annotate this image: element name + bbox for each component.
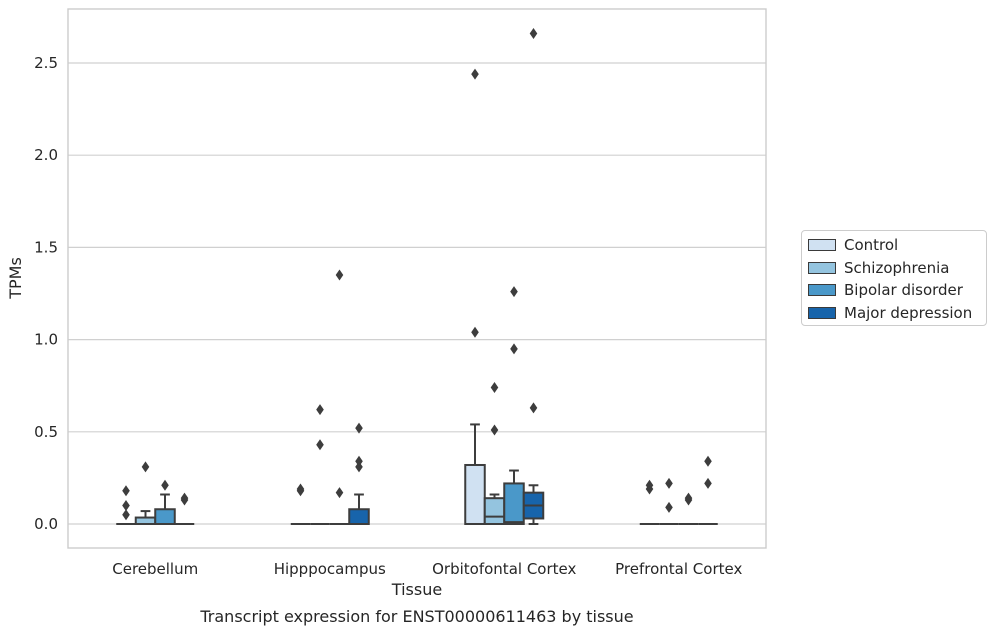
y-tick-label: 2.5 <box>34 54 58 72</box>
outlier-point <box>529 402 538 414</box>
box-schizophrenia <box>483 382 506 525</box>
legend-swatch <box>808 239 836 252</box>
box-control <box>116 485 136 525</box>
outlier-point <box>141 461 150 473</box>
y-tick-label: 1.5 <box>34 238 58 256</box>
legend-swatch <box>808 284 836 297</box>
legend-item: Control <box>808 234 986 257</box>
legend-swatch <box>808 306 836 319</box>
box-bipolar-disorder <box>678 492 699 525</box>
outlier-point <box>161 479 169 491</box>
outlier-point <box>180 492 189 504</box>
legend-item: Schizophrenia <box>808 257 986 280</box>
outlier-point <box>684 492 693 504</box>
outlier-point <box>335 487 344 499</box>
y-tick-labels: 0.0 0.5 1.0 1.5 2.0 2.5 <box>34 54 58 533</box>
outlier-point <box>316 439 324 451</box>
box-schizophrenia <box>659 477 679 525</box>
box-control <box>639 479 660 525</box>
box-major-depression <box>522 27 545 525</box>
box-series <box>116 27 718 526</box>
box-control <box>464 68 486 526</box>
chart-caption: Transcript expression for ENST0000061146… <box>199 607 633 626</box>
box-body <box>483 497 506 525</box>
legend-item: Bipolar disorder <box>808 279 986 302</box>
box-body <box>464 463 486 526</box>
box-control <box>290 483 311 525</box>
x-axis-label: Tissue <box>391 580 442 599</box>
outlier-point <box>490 382 499 394</box>
outlier-point <box>645 479 654 491</box>
outlier-point <box>335 269 344 281</box>
y-axis-label: TPMs <box>6 257 25 300</box>
x-tick-label: Orbitofontal Cortex <box>432 560 576 578</box>
outlier-point <box>510 286 518 298</box>
outlier-point <box>665 501 673 513</box>
box-body <box>503 482 525 526</box>
outlier-point <box>122 500 130 512</box>
box-bipolar-disorder <box>154 479 176 525</box>
outlier-point <box>122 485 130 497</box>
y-tick-label: 2.0 <box>34 146 58 164</box>
y-tick-label: 0.0 <box>34 515 58 533</box>
x-tick-label: Hipppocampus <box>274 560 386 578</box>
y-tick-label: 0.5 <box>34 423 58 441</box>
legend-label: Control <box>844 236 899 255</box>
box-schizophrenia <box>310 404 330 525</box>
legend-label: Bipolar disorder <box>844 281 963 300</box>
legend-label: Schizophrenia <box>844 258 950 277</box>
box-body <box>154 508 176 525</box>
legend-item: Major depression <box>808 302 986 325</box>
box-major-depression <box>174 492 195 525</box>
outlier-point <box>704 455 712 467</box>
chart-legend: Control Schizophrenia Bipolar disorder Majo… <box>801 230 987 326</box>
box-major-depression <box>348 422 370 525</box>
outlier-point <box>296 483 305 495</box>
legend-label: Major depression <box>844 303 973 322</box>
box-major-depression <box>698 455 718 525</box>
outlier-point <box>704 477 712 489</box>
x-tick-labels: Cerebellum Hipppocampus Orbitofontal Corte… <box>112 560 742 578</box>
box-bipolar-disorder <box>329 269 350 525</box>
outlier-point <box>471 326 479 338</box>
plot-background <box>68 9 766 548</box>
outlier-point <box>529 27 538 39</box>
outlier-point <box>355 455 363 467</box>
outlier-point <box>355 461 363 473</box>
outlier-point <box>355 422 363 434</box>
x-tick-label: Cerebellum <box>112 560 198 578</box>
y-tick-label: 1.0 <box>34 331 58 349</box>
box-schizophrenia <box>134 461 157 526</box>
x-tick-label: Prefrontal Cortex <box>615 560 742 578</box>
outlier-point <box>510 343 518 355</box>
legend-swatch <box>808 261 836 274</box>
plot-frame <box>67 8 767 549</box>
outlier-point <box>122 509 130 521</box>
outlier-point <box>316 404 324 416</box>
outlier-point <box>665 477 673 489</box>
box-body <box>348 508 370 525</box>
outlier-point <box>490 424 499 436</box>
outlier-point <box>471 68 479 80</box>
